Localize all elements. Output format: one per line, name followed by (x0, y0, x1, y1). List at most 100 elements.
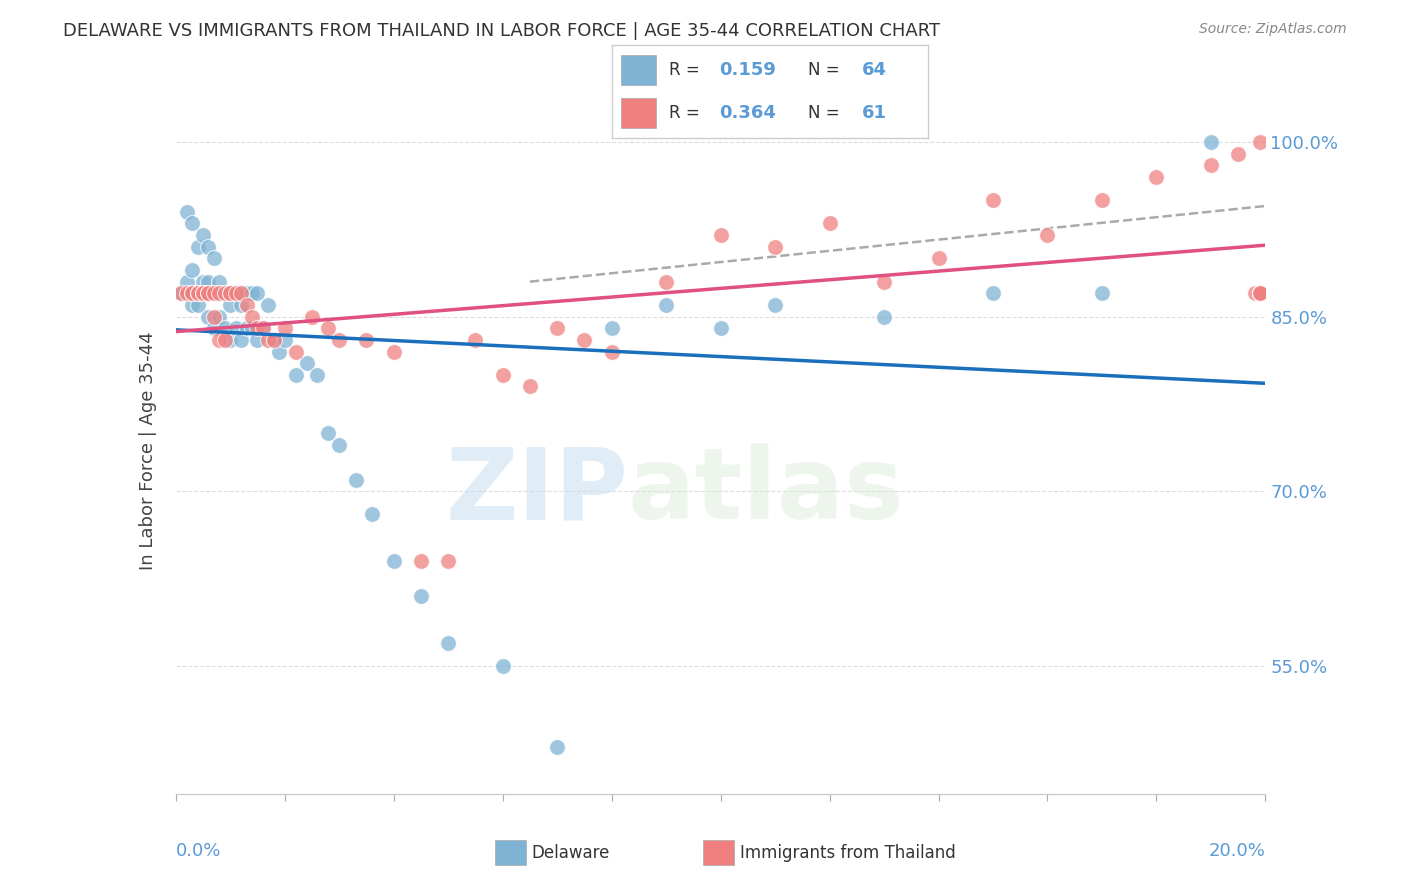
Point (1036, 228, 1059, 243)
Point (344, 473, 367, 487)
Point (219, 286, 242, 301)
Point (257, 333, 280, 347)
Point (981, 193, 1004, 207)
Point (246, 286, 269, 301)
Point (274, 333, 297, 347)
Point (1243, 286, 1265, 301)
FancyBboxPatch shape (621, 55, 655, 85)
Point (710, 228, 733, 243)
Point (257, 298, 280, 312)
Y-axis label: In Labor Force | Age 35-44: In Labor Force | Age 35-44 (139, 331, 157, 570)
Point (231, 286, 253, 301)
Point (176, 286, 198, 301)
Text: ZIP: ZIP (446, 443, 628, 541)
Point (1249, 286, 1271, 301)
Point (328, 437, 350, 451)
Point (1227, 146, 1250, 161)
Point (763, 298, 786, 312)
Point (301, 310, 323, 324)
FancyBboxPatch shape (621, 98, 655, 128)
Text: N =: N = (808, 61, 845, 78)
Point (1249, 286, 1271, 301)
Point (873, 275, 896, 289)
Point (1091, 286, 1114, 301)
Point (655, 275, 678, 289)
Point (202, 286, 225, 301)
Point (546, 740, 568, 755)
Point (197, 286, 219, 301)
Point (191, 286, 214, 301)
Point (181, 286, 204, 301)
Point (295, 356, 318, 370)
Point (208, 333, 231, 347)
Point (263, 333, 285, 347)
Point (284, 368, 307, 382)
Text: Immigrants from Thailand: Immigrants from Thailand (740, 844, 955, 862)
Point (235, 321, 257, 335)
Point (197, 286, 219, 301)
Point (208, 310, 231, 324)
Text: R =: R = (669, 61, 704, 78)
Point (214, 286, 236, 301)
Point (186, 298, 209, 312)
Point (231, 298, 253, 312)
Point (197, 240, 219, 254)
Point (186, 286, 209, 301)
Text: R =: R = (669, 104, 704, 122)
Point (186, 286, 209, 301)
Point (225, 286, 247, 301)
Point (318, 321, 340, 335)
Point (208, 286, 231, 301)
Text: 0.364: 0.364 (720, 104, 776, 122)
Point (328, 333, 350, 347)
Point (191, 275, 214, 289)
Point (252, 321, 274, 335)
Point (240, 286, 263, 301)
Point (574, 333, 596, 347)
Point (710, 321, 733, 335)
Point (307, 368, 329, 382)
Point (1249, 135, 1271, 149)
Point (208, 275, 231, 289)
Point (214, 286, 236, 301)
Point (409, 589, 432, 603)
Text: 0.159: 0.159 (720, 61, 776, 78)
Point (274, 321, 297, 335)
Point (818, 217, 841, 231)
Point (263, 333, 285, 347)
Point (240, 321, 263, 335)
Point (176, 204, 198, 219)
Point (219, 333, 242, 347)
Point (235, 286, 257, 301)
Text: atlas: atlas (628, 443, 904, 541)
Point (437, 554, 460, 568)
Point (492, 658, 515, 673)
Point (202, 252, 225, 266)
Point (600, 344, 623, 359)
Point (181, 217, 204, 231)
Point (246, 321, 269, 335)
Point (1091, 193, 1114, 207)
Point (219, 286, 242, 301)
Point (763, 240, 786, 254)
Text: N =: N = (808, 104, 845, 122)
Point (269, 344, 291, 359)
Point (176, 275, 198, 289)
Point (202, 310, 225, 324)
Point (197, 310, 219, 324)
Point (235, 298, 257, 312)
Text: DELAWARE VS IMMIGRANTS FROM THAILAND IN LABOR FORCE | AGE 35-44 CORRELATION CHAR: DELAWARE VS IMMIGRANTS FROM THAILAND IN … (63, 22, 941, 40)
Point (191, 286, 214, 301)
Point (181, 298, 204, 312)
Point (284, 344, 307, 359)
Point (252, 321, 274, 335)
Point (492, 368, 515, 382)
Point (219, 286, 242, 301)
Point (1249, 286, 1271, 301)
Point (202, 286, 225, 301)
Text: Delaware: Delaware (531, 844, 610, 862)
Point (981, 286, 1004, 301)
Point (464, 333, 486, 347)
Point (202, 321, 225, 335)
Point (318, 425, 340, 440)
